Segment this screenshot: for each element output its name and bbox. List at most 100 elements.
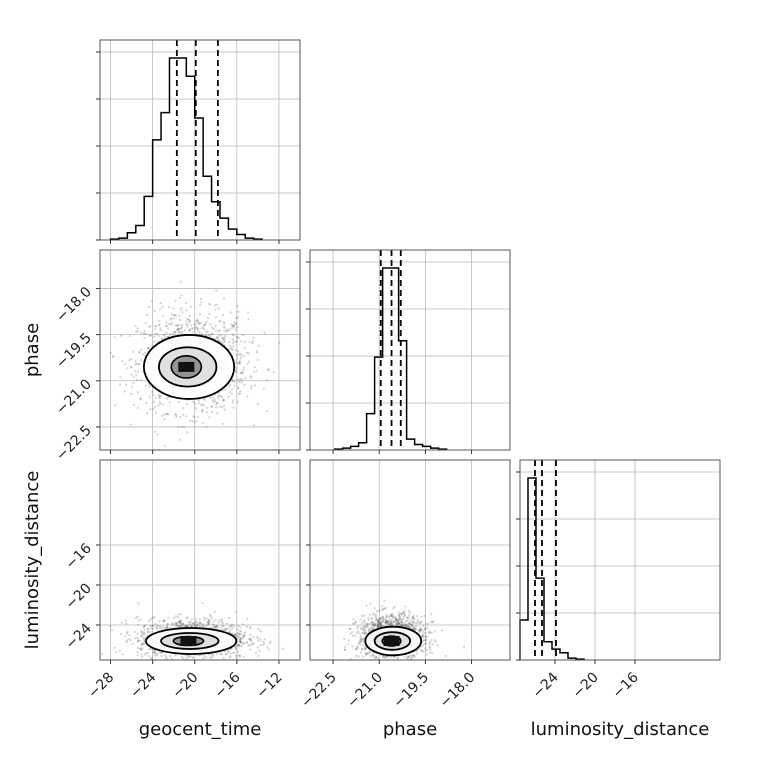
- sample-point: [149, 334, 152, 337]
- sample-point: [183, 329, 186, 332]
- sample-point: [111, 629, 114, 632]
- sample-point: [217, 621, 220, 624]
- sample-point: [145, 313, 148, 317]
- sample-point: [391, 624, 394, 627]
- sample-point: [140, 630, 143, 633]
- sample-point: [187, 318, 191, 321]
- sample-point: [359, 636, 362, 639]
- sample-point: [215, 336, 219, 339]
- sample-point: [151, 617, 154, 620]
- sample-point: [376, 623, 380, 626]
- sample-point: [231, 338, 234, 341]
- sample-point: [140, 634, 143, 637]
- sample-point: [387, 621, 390, 624]
- sample-point: [174, 622, 177, 625]
- histogram-luminosity_distance: [519, 477, 585, 660]
- sample-point: [408, 625, 411, 629]
- sample-point: [422, 630, 425, 634]
- sample-point: [221, 422, 225, 425]
- sample-point: [189, 315, 192, 318]
- sample-point: [363, 629, 366, 633]
- sample-point: [177, 625, 180, 628]
- sample-point: [232, 324, 235, 327]
- sample-point: [231, 379, 234, 382]
- sample-point: [420, 629, 423, 632]
- sample-point: [134, 637, 137, 640]
- sample-point: [375, 616, 378, 620]
- sample-point: [186, 625, 189, 628]
- sample-point: [211, 410, 214, 414]
- sample-point: [180, 327, 183, 330]
- sample-point: [235, 628, 239, 631]
- sample-point: [229, 655, 232, 658]
- sample-point: [372, 624, 375, 627]
- sample-point: [187, 318, 190, 322]
- sample-point: [203, 397, 206, 400]
- sample-point: [416, 652, 419, 655]
- sample-point: [198, 623, 201, 626]
- sample-point: [392, 616, 396, 620]
- sample-point: [173, 616, 176, 619]
- sample-point: [202, 326, 205, 329]
- sample-point: [265, 379, 268, 382]
- sample-point: [205, 425, 208, 428]
- sample-point: [213, 626, 216, 629]
- sample-point: [168, 401, 171, 404]
- sample-point: [161, 651, 164, 654]
- sample-point: [356, 645, 359, 648]
- sample-point: [255, 369, 258, 372]
- sample-point: [227, 395, 230, 398]
- sample-point: [401, 623, 404, 627]
- sample-point: [214, 400, 217, 403]
- sample-point: [408, 611, 412, 614]
- sample-point: [374, 656, 378, 659]
- sample-point: [217, 307, 220, 310]
- sample-point: [389, 622, 392, 625]
- sample-point: [406, 657, 409, 660]
- sample-point: [390, 623, 393, 626]
- sample-point: [409, 619, 412, 622]
- sample-point: [239, 633, 242, 636]
- sample-point: [132, 350, 135, 353]
- sample-point: [175, 621, 178, 624]
- x-axis-label-phase: phase: [383, 719, 437, 740]
- sample-point: [166, 413, 169, 416]
- sample-point: [249, 638, 253, 641]
- sample-point: [354, 620, 357, 623]
- sample-point: [123, 363, 127, 366]
- sample-point: [423, 614, 426, 618]
- sample-point: [165, 413, 168, 416]
- sample-point: [394, 617, 397, 621]
- sample-point: [377, 620, 381, 623]
- sample-point: [369, 613, 372, 616]
- sample-point: [163, 619, 166, 622]
- sample-point: [120, 632, 123, 635]
- sample-point: [213, 304, 216, 307]
- sample-point: [385, 620, 388, 623]
- sample-point: [182, 407, 185, 410]
- sample-point: [158, 394, 161, 397]
- sample-point: [224, 652, 227, 656]
- sample-point: [226, 328, 229, 331]
- sample-point: [227, 340, 230, 343]
- sample-point: [391, 614, 394, 618]
- sample-point: [150, 657, 153, 660]
- sample-point: [232, 324, 236, 327]
- sample-point: [381, 616, 384, 619]
- sample-point: [362, 655, 365, 658]
- sample-point: [239, 637, 242, 640]
- sample-point: [244, 377, 247, 380]
- sample-point: [203, 398, 206, 401]
- sample-point: [424, 642, 427, 645]
- sample-point: [232, 651, 235, 654]
- sample-point: [411, 616, 415, 619]
- sample-point: [383, 656, 386, 659]
- sample-point: [153, 616, 156, 619]
- sample-point: [373, 622, 376, 625]
- sample-point: [364, 648, 367, 651]
- sample-point: [165, 321, 168, 324]
- sample-point: [157, 334, 160, 337]
- sample-point: [257, 344, 260, 347]
- sample-point: [259, 630, 263, 633]
- sample-point: [236, 400, 239, 403]
